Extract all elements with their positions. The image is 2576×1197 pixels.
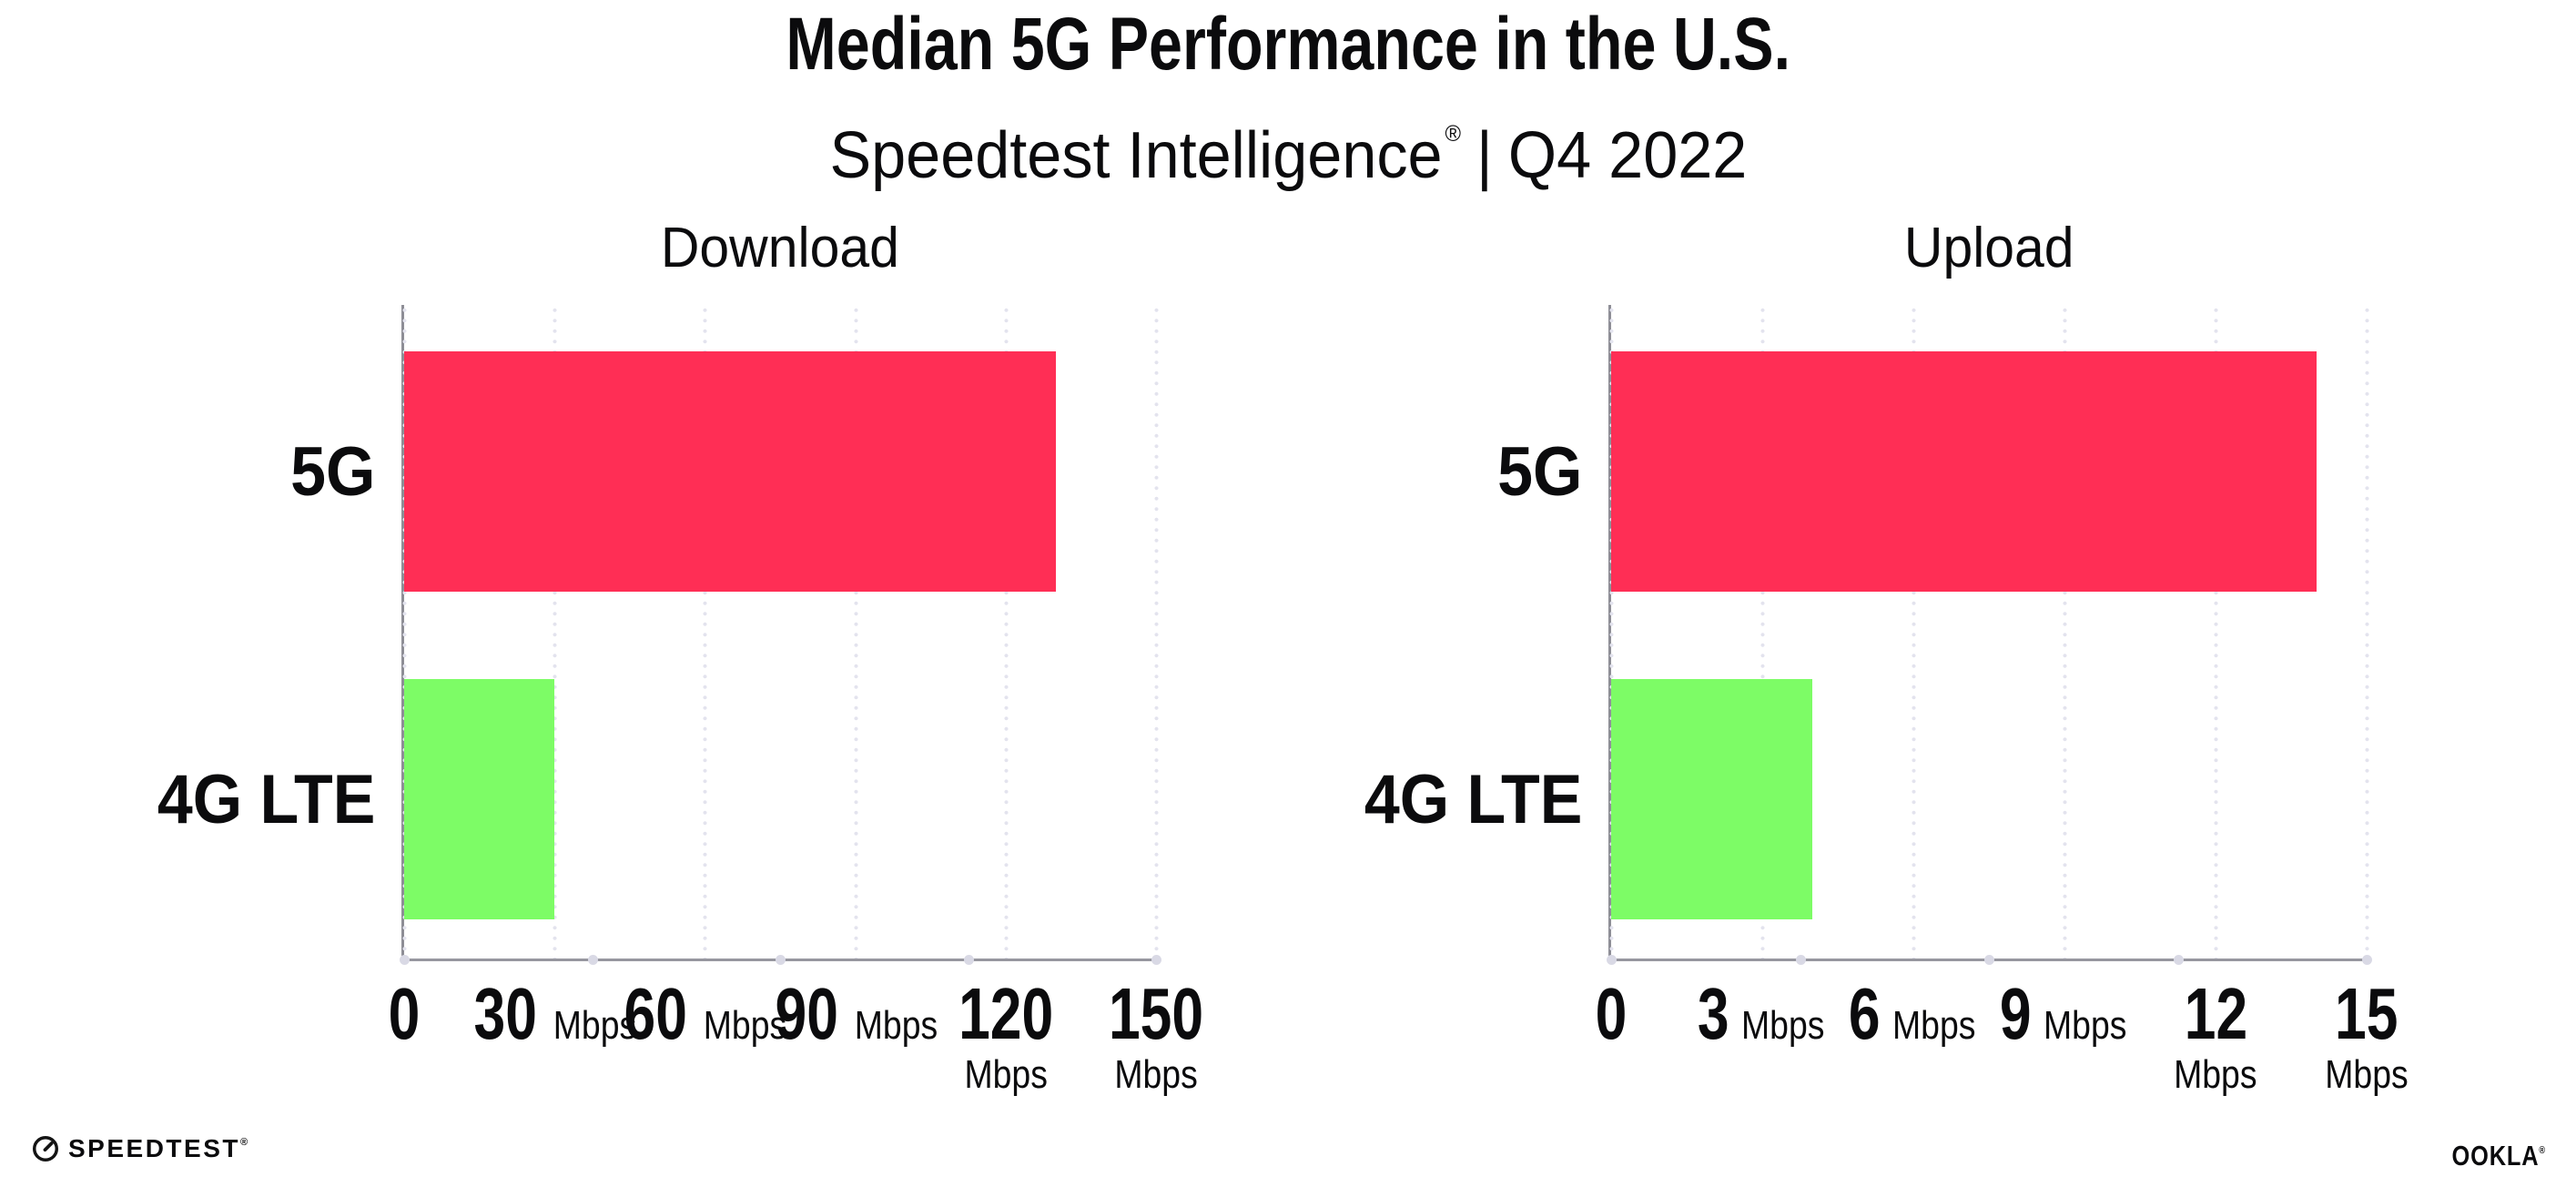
x-tick-value: 0 [388, 973, 421, 1054]
x-tick-value: 30 [473, 973, 538, 1054]
x-tick-unit: Mbps [704, 1003, 787, 1048]
axis-quarter-dot [400, 955, 410, 965]
registered-mark: ® [1445, 121, 1461, 147]
x-tick-15: 15Mbps [2317, 973, 2416, 1097]
gridline-12 [2214, 305, 2218, 959]
category-label-4g-lte-download-text: 4G LTE [157, 761, 375, 838]
x-tick-value: 6 [1848, 973, 1881, 1054]
x-tick-value: 90 [775, 973, 838, 1054]
axis-quarter-dot [1984, 955, 1994, 965]
ookla-logo: OOKLA® [2431, 1140, 2545, 1172]
speedtest-wordmark: SPEEDTEST® [68, 1134, 248, 1163]
x-tick-unit: Mbps [1891, 1003, 1975, 1048]
x-tick-6: 6 Mbps [1844, 973, 1983, 1054]
x-tick-30: 30 Mbps [465, 973, 644, 1054]
axis-quarter-dot [587, 955, 598, 965]
ookla-registered-mark: ® [2539, 1145, 2545, 1156]
gridline-30 [553, 305, 558, 959]
subtitle-period: Q4 2022 [1507, 119, 1747, 192]
x-tick-unit: Mbps [964, 1052, 1048, 1097]
x-tick-90: 90 Mbps [766, 973, 945, 1054]
x-tick-0: 0 [1591, 973, 1632, 1054]
category-label-5g-upload: 5G [1254, 437, 1582, 508]
x-tick-60: 60 Mbps [615, 973, 795, 1054]
category-label-5g-upload-text: 5G [1496, 433, 1582, 511]
gridline-0 [1609, 305, 1614, 959]
download-x-tick-labels: 0 30 Mbps 60 Mbps 90 Mbps 120Mbps 150Mbps [389, 973, 1203, 1116]
upload-chart-title: Upload [1611, 215, 2367, 282]
x-tick-0: 0 [384, 973, 425, 1054]
gridline-6 [1912, 305, 1916, 959]
x-tick-unit: Mbps [2325, 1052, 2409, 1097]
x-tick-unit: Mbps [1740, 1003, 1824, 1048]
axis-quarter-dot [963, 955, 974, 965]
ookla-wordmark-text: OOKLA [2451, 1140, 2540, 1172]
axis-quarter-dot [1151, 955, 1161, 965]
x-tick-unit: Mbps [2043, 1003, 2126, 1048]
page-title: Median 5G Performance in the U.S. [0, 5, 2576, 84]
speedtest-logo: SPEEDTEST® [31, 1134, 248, 1163]
x-tick-value: 150 [1108, 973, 1204, 1054]
download-chart-title: Download [404, 215, 1156, 282]
speedtest-gauge-icon [33, 1136, 58, 1161]
x-tick-120: 120Mbps [930, 973, 1080, 1097]
x-tick-value: 120 [958, 973, 1053, 1054]
gridline-150 [1154, 305, 1159, 959]
download-chart-title-text: Download [661, 217, 899, 279]
upload-bar-5g [1611, 351, 2317, 592]
gridline-60 [703, 305, 708, 959]
upload-bar-4g-lte [1611, 679, 1813, 919]
x-tick-value: 60 [624, 973, 688, 1054]
axis-quarter-dot [1607, 955, 1617, 965]
upload-chart-title-text: Upload [1903, 217, 2074, 279]
axis-quarter-dot [1795, 955, 1806, 965]
gridline-90 [853, 305, 858, 959]
gridline-9 [2063, 305, 2067, 959]
axis-quarter-dot [776, 955, 786, 965]
category-label-4g-lte-upload: 4G LTE [1254, 765, 1582, 836]
download-plot-area [400, 305, 1161, 965]
x-tick-value: 9 [1999, 973, 2032, 1054]
x-tick-3: 3 Mbps [1693, 973, 1831, 1054]
x-tick-value: 0 [1595, 973, 1628, 1054]
upload-plot-area [1607, 305, 2372, 965]
download-bar-5g [404, 351, 1056, 592]
x-tick-12: 12Mbps [2140, 973, 2291, 1097]
x-tick-unit: Mbps [2174, 1052, 2257, 1097]
axis-quarter-dot [2362, 955, 2372, 965]
x-tick-unit: Mbps [854, 1003, 938, 1048]
speedtest-registered-mark: ® [239, 1137, 248, 1148]
x-tick-150: 150Mbps [1095, 973, 1216, 1097]
category-label-4g-lte-download: 4G LTE [47, 765, 375, 836]
gridline-15 [2365, 305, 2369, 959]
gridline-120 [1003, 305, 1009, 959]
axis-quarter-dot [2173, 955, 2184, 965]
category-label-5g-download: 5G [47, 437, 375, 508]
gridline-3 [1760, 305, 1765, 959]
subtitle-brand: Speedtest Intelligence [829, 119, 1443, 192]
x-tick-value: 3 [1697, 973, 1729, 1054]
subtitle-separator: | [1476, 119, 1493, 192]
page-subtitle: Speedtest Intelligence ® | Q4 2022 [0, 95, 2576, 195]
category-label-5g-download-text: 5G [289, 433, 375, 511]
page-title-text: Median 5G Performance in the U.S. [786, 3, 1790, 86]
download-bar-4g-lte [404, 679, 555, 919]
x-tick-unit: Mbps [553, 1003, 637, 1048]
x-tick-value: 15 [2335, 973, 2399, 1054]
upload-x-tick-labels: 0 3 Mbps 6 Mbps 9 Mbps 12Mbps 15Mbps [1596, 973, 2409, 1116]
gridline-0 [402, 305, 407, 959]
x-tick-unit: Mbps [1114, 1052, 1198, 1097]
x-tick-9: 9 Mbps [1995, 973, 2134, 1054]
category-label-4g-lte-upload-text: 4G LTE [1364, 761, 1582, 838]
x-tick-value: 12 [2184, 973, 2247, 1054]
speedtest-wordmark-text: SPEEDTEST [68, 1134, 240, 1162]
